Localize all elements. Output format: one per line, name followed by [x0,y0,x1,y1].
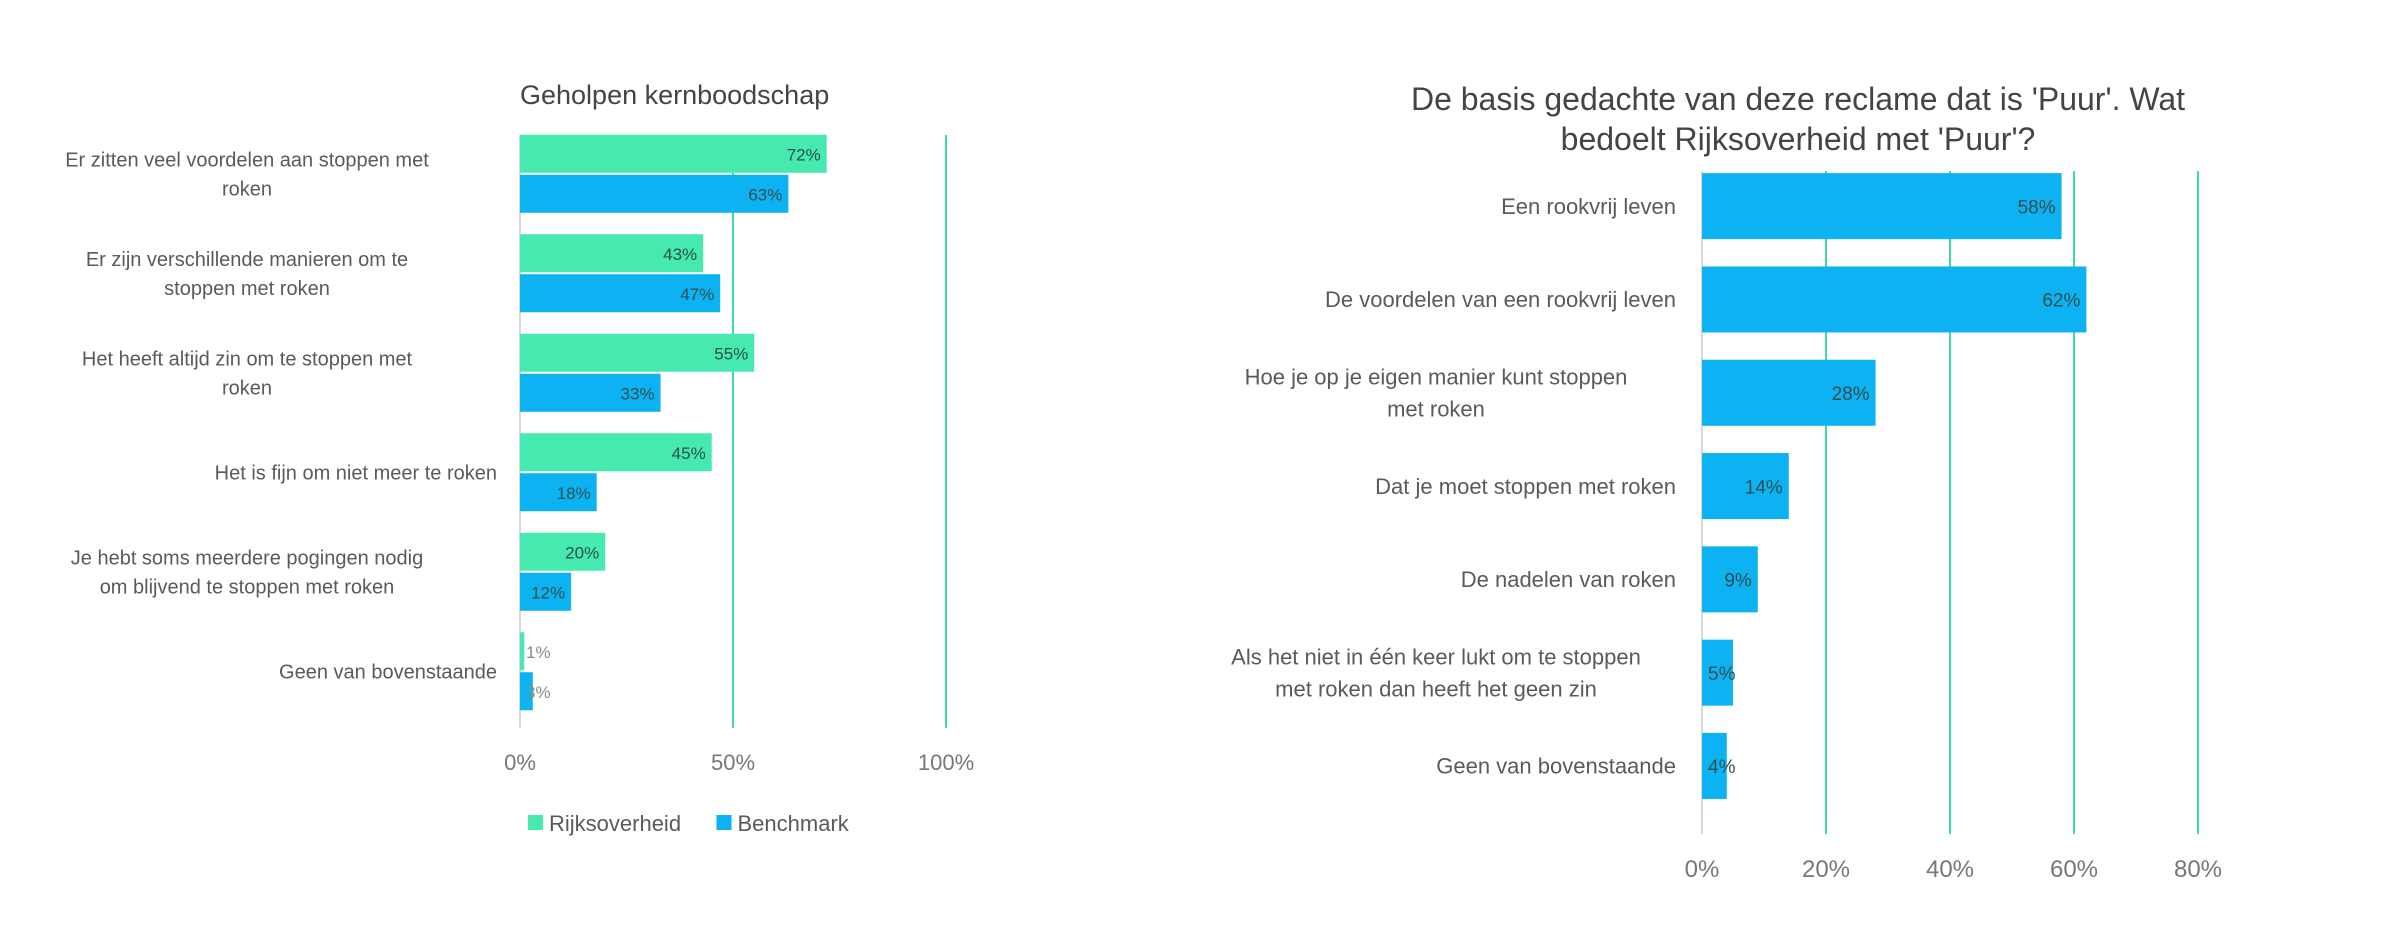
bar-rijksoverheid [1702,639,1733,706]
bar-rijksoverheid [1702,732,1727,799]
bar-rijksoverheid [520,134,827,173]
category-label: Een rookvrij leven [1501,194,1676,219]
bar-value-label: 1% [526,643,551,662]
bar-benchmark [520,473,597,512]
category-label: roken [222,377,272,399]
x-tick-label: 0% [504,750,536,775]
bar-value-label: 33% [621,384,655,403]
legend-swatch-rijksoverheid [528,815,543,830]
x-tick-label: 60% [2050,856,2098,883]
chart-title: bedoelt Rijksoverheid met 'Puur'? [1561,121,2036,157]
category-label: Er zitten veel voordelen aan stoppen met [65,149,429,171]
category-label: met roken dan heeft het geen zin [1275,676,1597,701]
bar-rijksoverheid [520,433,712,472]
bar-value-label: 62% [2042,291,2080,312]
legend-label: Rijksoverheid [549,811,681,836]
x-tick-label: 20% [1802,856,1850,883]
x-tick-label: 0% [1685,856,1720,883]
category-label: Het heeft altijd zin om te stoppen met [82,348,413,370]
bar-rijksoverheid [520,632,525,671]
bar-rijksoverheid [1702,453,1789,520]
bar-value-label: 9% [1724,571,1752,592]
category-label: Als het niet in één keer lukt om te stop… [1231,644,1641,669]
bar-value-label: 20% [565,543,599,562]
category-label: met roken [1387,396,1485,421]
category-label: roken [222,178,272,200]
bar-rijksoverheid [1702,546,1758,613]
bar-benchmark [520,572,572,611]
bar-value-label: 3% [526,683,551,702]
bar-value-label: 45% [672,444,706,463]
legend-swatch-benchmark [716,815,732,830]
legend-label: Benchmark [738,811,850,836]
category-label: Het is fijn om niet meer te roken [215,462,497,484]
bar-value-label: 14% [1745,477,1783,498]
bar-value-label: 47% [680,285,714,304]
bar-rijksoverheid [520,333,755,372]
category-label: Dat je moet stoppen met roken [1375,474,1676,499]
category-label: om blijvend te stoppen met roken [100,576,395,598]
bar-value-label: 28% [1832,384,1870,405]
bar-benchmark [520,274,721,313]
bar-rijksoverheid [1702,266,2087,333]
category-label: Geen van bovenstaande [279,661,497,683]
category-label: Je hebt soms meerdere pogingen nodig [71,547,423,569]
bar-value-label: 72% [787,145,821,164]
category-label: De nadelen van roken [1461,567,1676,592]
bar-value-label: 4% [1708,757,1736,778]
x-tick-label: 80% [2174,856,2222,883]
bar-rijksoverheid [1702,359,1876,426]
category-label: Hoe je op je eigen manier kunt stoppen [1245,365,1628,390]
x-tick-label: 100% [918,750,974,775]
bar-value-label: 58% [2018,197,2056,218]
category-label: De voordelen van een rookvrij leven [1325,287,1676,312]
bar-value-label: 5% [1708,664,1736,685]
category-label: stoppen met roken [164,278,330,300]
bar-benchmark [520,672,533,711]
bar-value-label: 18% [557,484,591,503]
bar-rijksoverheid [1702,173,2062,240]
bar-rijksoverheid [520,234,704,273]
chart-title: Geholpen kernboodschap [520,80,829,110]
bar-benchmark [520,174,789,213]
bar-value-label: 43% [663,245,697,264]
bar-value-label: 55% [714,344,748,363]
bar-rijksoverheid [520,532,606,571]
bar-value-label: 63% [748,185,782,204]
category-label: Geen van bovenstaande [1436,754,1676,779]
x-tick-label: 50% [711,750,755,775]
x-tick-label: 40% [1926,856,1974,883]
bar-value-label: 12% [531,583,565,602]
bar-benchmark [520,373,661,412]
category-label: Er zijn verschillende manieren om te [86,249,408,271]
chart-title: De basis gedachte van deze reclame dat i… [1411,81,2185,117]
